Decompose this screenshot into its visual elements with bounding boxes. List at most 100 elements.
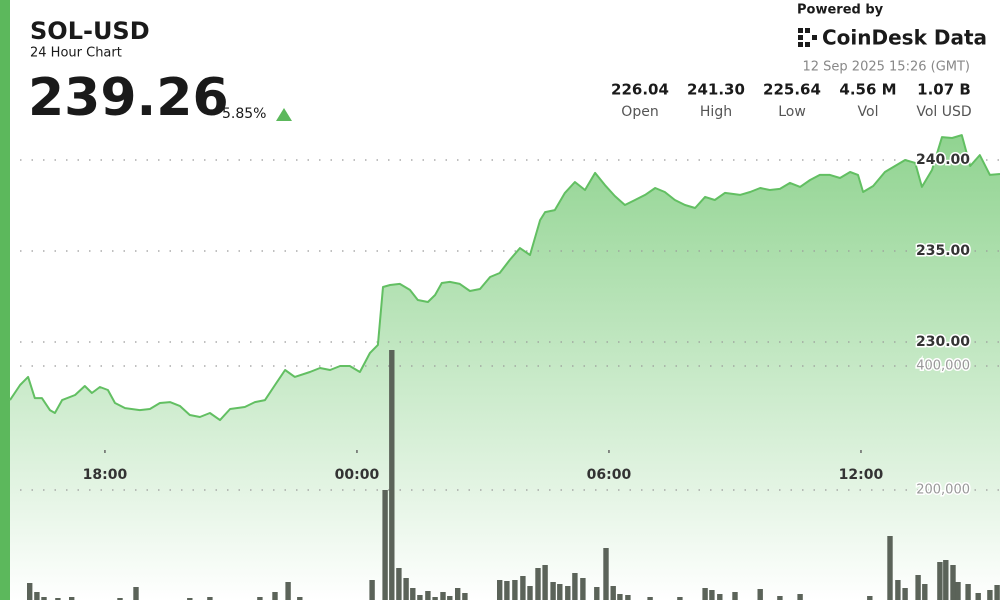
volume-bar (504, 581, 510, 600)
y2-tick-label: 400,000 (916, 359, 970, 374)
y-tick-label: 230.00 (916, 334, 970, 350)
volume-bar (207, 597, 213, 600)
stat-label: Vol (858, 104, 879, 120)
volume-bar (902, 588, 908, 600)
volume-bar (777, 596, 783, 600)
volume-bar (580, 578, 586, 600)
stat-label: Low (778, 104, 806, 120)
y2-tick-label: 200,000 (916, 483, 970, 498)
x-tick-label: 18:00 (83, 467, 128, 483)
volume-bar (709, 590, 715, 600)
layer (20, 159, 1000, 491)
stat-value: 4.56 M (839, 81, 896, 99)
volume-bar (447, 596, 453, 600)
volume-bar (565, 586, 571, 600)
brand-logo (798, 28, 817, 47)
stat-label: Open (621, 104, 658, 120)
volume-bar (702, 588, 708, 600)
volume-bar (389, 350, 395, 600)
volume-bar (965, 584, 971, 600)
volume-bar (257, 597, 263, 600)
volume-bar (297, 597, 303, 600)
accent-bar (0, 0, 10, 600)
layer (10, 135, 1000, 600)
volume-bar (732, 592, 738, 600)
volume-bar (117, 598, 123, 600)
change: 5.85% (222, 106, 266, 122)
volume-bar (520, 576, 526, 600)
volume-bar (550, 582, 556, 600)
symbol: SOL-USD (30, 17, 150, 45)
volume-bar (943, 560, 949, 600)
volume-bar (417, 595, 423, 600)
volume-bar (272, 592, 278, 600)
powered-by: Powered by (797, 3, 884, 18)
volume-bar (887, 536, 893, 600)
volume-bar (594, 587, 600, 600)
price-area (10, 135, 1000, 600)
volume-bar (455, 588, 461, 600)
plot: 230.00 235.00 240.00 200,000 400,000 18:00 00:… (9, 134, 1000, 600)
volume-bar (27, 583, 33, 600)
volume-bar (797, 594, 803, 600)
volume-bar (382, 490, 388, 600)
layer: 230.00 235.00 240.00 200,000 400,000 18:00 00:… (83, 151, 972, 500)
x-tick-label: 00:00 (335, 467, 380, 483)
y-tick-label: 240.00 (916, 152, 970, 168)
volume-bar (34, 592, 40, 600)
volume-bar (55, 598, 61, 600)
volume-bar (285, 582, 291, 600)
volume-bar (497, 580, 503, 600)
volume-bar (41, 597, 47, 600)
volume-bar (717, 594, 723, 600)
volume-bar (133, 587, 139, 600)
volume-bar (994, 585, 1000, 600)
volume-bar (625, 595, 631, 600)
volume-bar (440, 592, 446, 600)
layer (27, 350, 1000, 600)
x-tick-label: 06:00 (587, 467, 632, 483)
volume-bar (410, 588, 416, 600)
volume-bar (617, 594, 623, 600)
volume-bar (369, 580, 375, 600)
stat-value: 225.64 (763, 81, 821, 99)
volume-bar (647, 597, 653, 600)
volume-bar (425, 591, 431, 600)
x-tick-label: 12:00 (839, 467, 884, 483)
timestamp: 12 Sep 2025 15:26 (GMT) (803, 60, 971, 75)
volume-bar (527, 586, 533, 600)
volume-bar (955, 582, 961, 600)
volume-bar (922, 584, 928, 600)
volume-bar (867, 596, 873, 600)
volume-bar (975, 593, 981, 600)
header: SOL-USD 24 Hour Chart 239.26 5.85% Power… (28, 3, 987, 129)
stat-value: 226.04 (611, 81, 669, 99)
volume-bar (69, 597, 75, 600)
volume-bar (915, 575, 921, 600)
up-arrow (276, 108, 292, 121)
volume-bar (403, 578, 409, 600)
volume-bar (677, 597, 683, 600)
stat-value: 241.30 (687, 81, 745, 99)
volume-bar (757, 589, 763, 600)
volume-bar (895, 580, 901, 600)
price: 239.26 (28, 68, 229, 128)
stat-label: High (700, 104, 732, 120)
volume-bar (950, 565, 956, 600)
brand: CoinDesk Data (822, 26, 987, 50)
volume-bar (542, 565, 548, 600)
volume-bar (535, 568, 541, 600)
layer (9, 134, 1000, 422)
volume-bar (987, 590, 993, 600)
volume-bar (603, 548, 609, 600)
y-tick-label: 235.00 (916, 243, 970, 259)
volume-bar (187, 598, 193, 600)
subtitle: 24 Hour Chart (30, 46, 122, 61)
volume-bar (432, 597, 438, 600)
volume-bar (512, 580, 518, 600)
volume-bar (572, 573, 578, 600)
volume-bar (610, 586, 616, 600)
stats: 226.04 Open 241.30 High 225.64 Low 4.56 M Vol 1.… (611, 81, 972, 121)
volume-bar (396, 568, 402, 600)
